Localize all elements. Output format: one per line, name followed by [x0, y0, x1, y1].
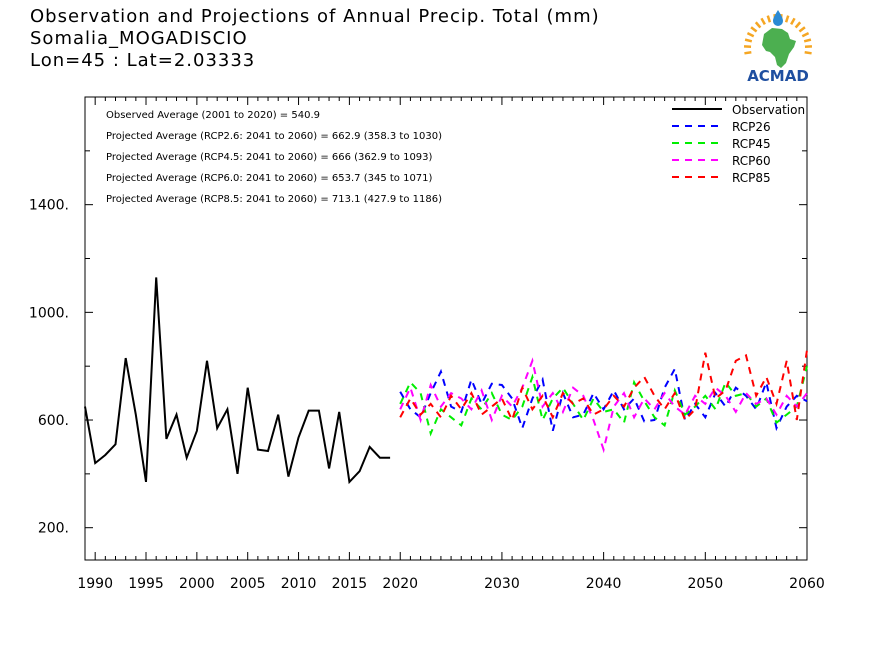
sun-ray	[801, 32, 810, 38]
y-tick-label: 1400.	[29, 198, 69, 214]
sun-ray	[784, 15, 790, 23]
sun-ray	[766, 15, 772, 23]
sun-ray	[746, 32, 755, 38]
x-tick-label: 2040	[586, 576, 622, 592]
x-tick-label: 1990	[77, 576, 113, 592]
station-coordinates: Lon=45 : Lat=2.03333	[30, 50, 256, 71]
sun-ray	[760, 17, 766, 26]
legend-label: Observation	[732, 103, 805, 117]
axis-ticks: 1990 1995 2000 2005 2010 2015 2020 2030 2040 2050…	[29, 97, 825, 592]
sun-ray	[790, 17, 796, 26]
legend: Observation RCP26 RCP45 RCP60 RCP85	[672, 103, 805, 185]
legend-label: RCP60	[732, 154, 771, 168]
y-tick-label: 600.	[38, 413, 69, 429]
station-name: Somalia_MOGADISCIO	[30, 28, 248, 49]
sun-ray	[798, 26, 806, 33]
water-drop-icon	[773, 10, 783, 26]
statistics-line: Projected Average (RCP6.0: 2041 to 2060)…	[106, 173, 433, 184]
y-tick-label: 200.	[38, 521, 69, 537]
statistics-line: Projected Average (RCP8.5: 2041 to 2060)…	[106, 194, 442, 205]
sun-ray	[744, 50, 752, 55]
sun-ray	[804, 50, 812, 55]
acmad-logo: ACMAD	[743, 10, 813, 84]
x-tick-label: 2000	[179, 576, 215, 592]
series-line-rcp45	[399, 365, 808, 437]
sun-ray	[794, 21, 802, 29]
legend-label: RCP45	[732, 137, 771, 151]
sun-ray	[754, 21, 762, 29]
plot-frame	[84, 96, 808, 561]
statistics-block: Observed Average (2001 to 2020) = 540.9 P…	[106, 110, 442, 205]
statistics-line: Projected Average (RCP4.5: 2041 to 2060)…	[106, 152, 433, 163]
series-line-rcp60	[399, 357, 808, 454]
legend-label: RCP26	[732, 120, 771, 134]
statistics-line: Observed Average (2001 to 2020) = 540.9	[106, 110, 320, 121]
series-lines	[84, 277, 808, 485]
africa-map-icon	[762, 28, 796, 68]
legend-label: RCP85	[732, 171, 771, 185]
x-tick-label: 2015	[332, 576, 368, 592]
x-tick-label: 2020	[382, 576, 418, 592]
sun-ray	[744, 38, 753, 43]
sun-ray	[750, 26, 758, 33]
series-line-rcp85	[399, 349, 808, 423]
y-tick-label: 1000.	[29, 305, 69, 321]
observation-line	[84, 277, 391, 485]
x-tick-label: 2005	[230, 576, 266, 592]
series-line-rcp26	[399, 365, 808, 432]
statistics-line: Projected Average (RCP2.6: 2041 to 2060)…	[106, 131, 442, 142]
x-tick-label: 2060	[789, 576, 825, 592]
chart-header: Observation and Projections of Annual Pr…	[30, 6, 600, 72]
x-tick-label: 2010	[281, 576, 317, 592]
chart-title: Observation and Projections of Annual Pr…	[30, 6, 600, 27]
x-tick-label: 2030	[484, 576, 520, 592]
sun-ray	[803, 38, 812, 43]
x-tick-label: 1995	[128, 576, 164, 592]
x-tick-label: 2050	[687, 576, 723, 592]
acmad-logo-text: ACMAD	[747, 67, 809, 84]
